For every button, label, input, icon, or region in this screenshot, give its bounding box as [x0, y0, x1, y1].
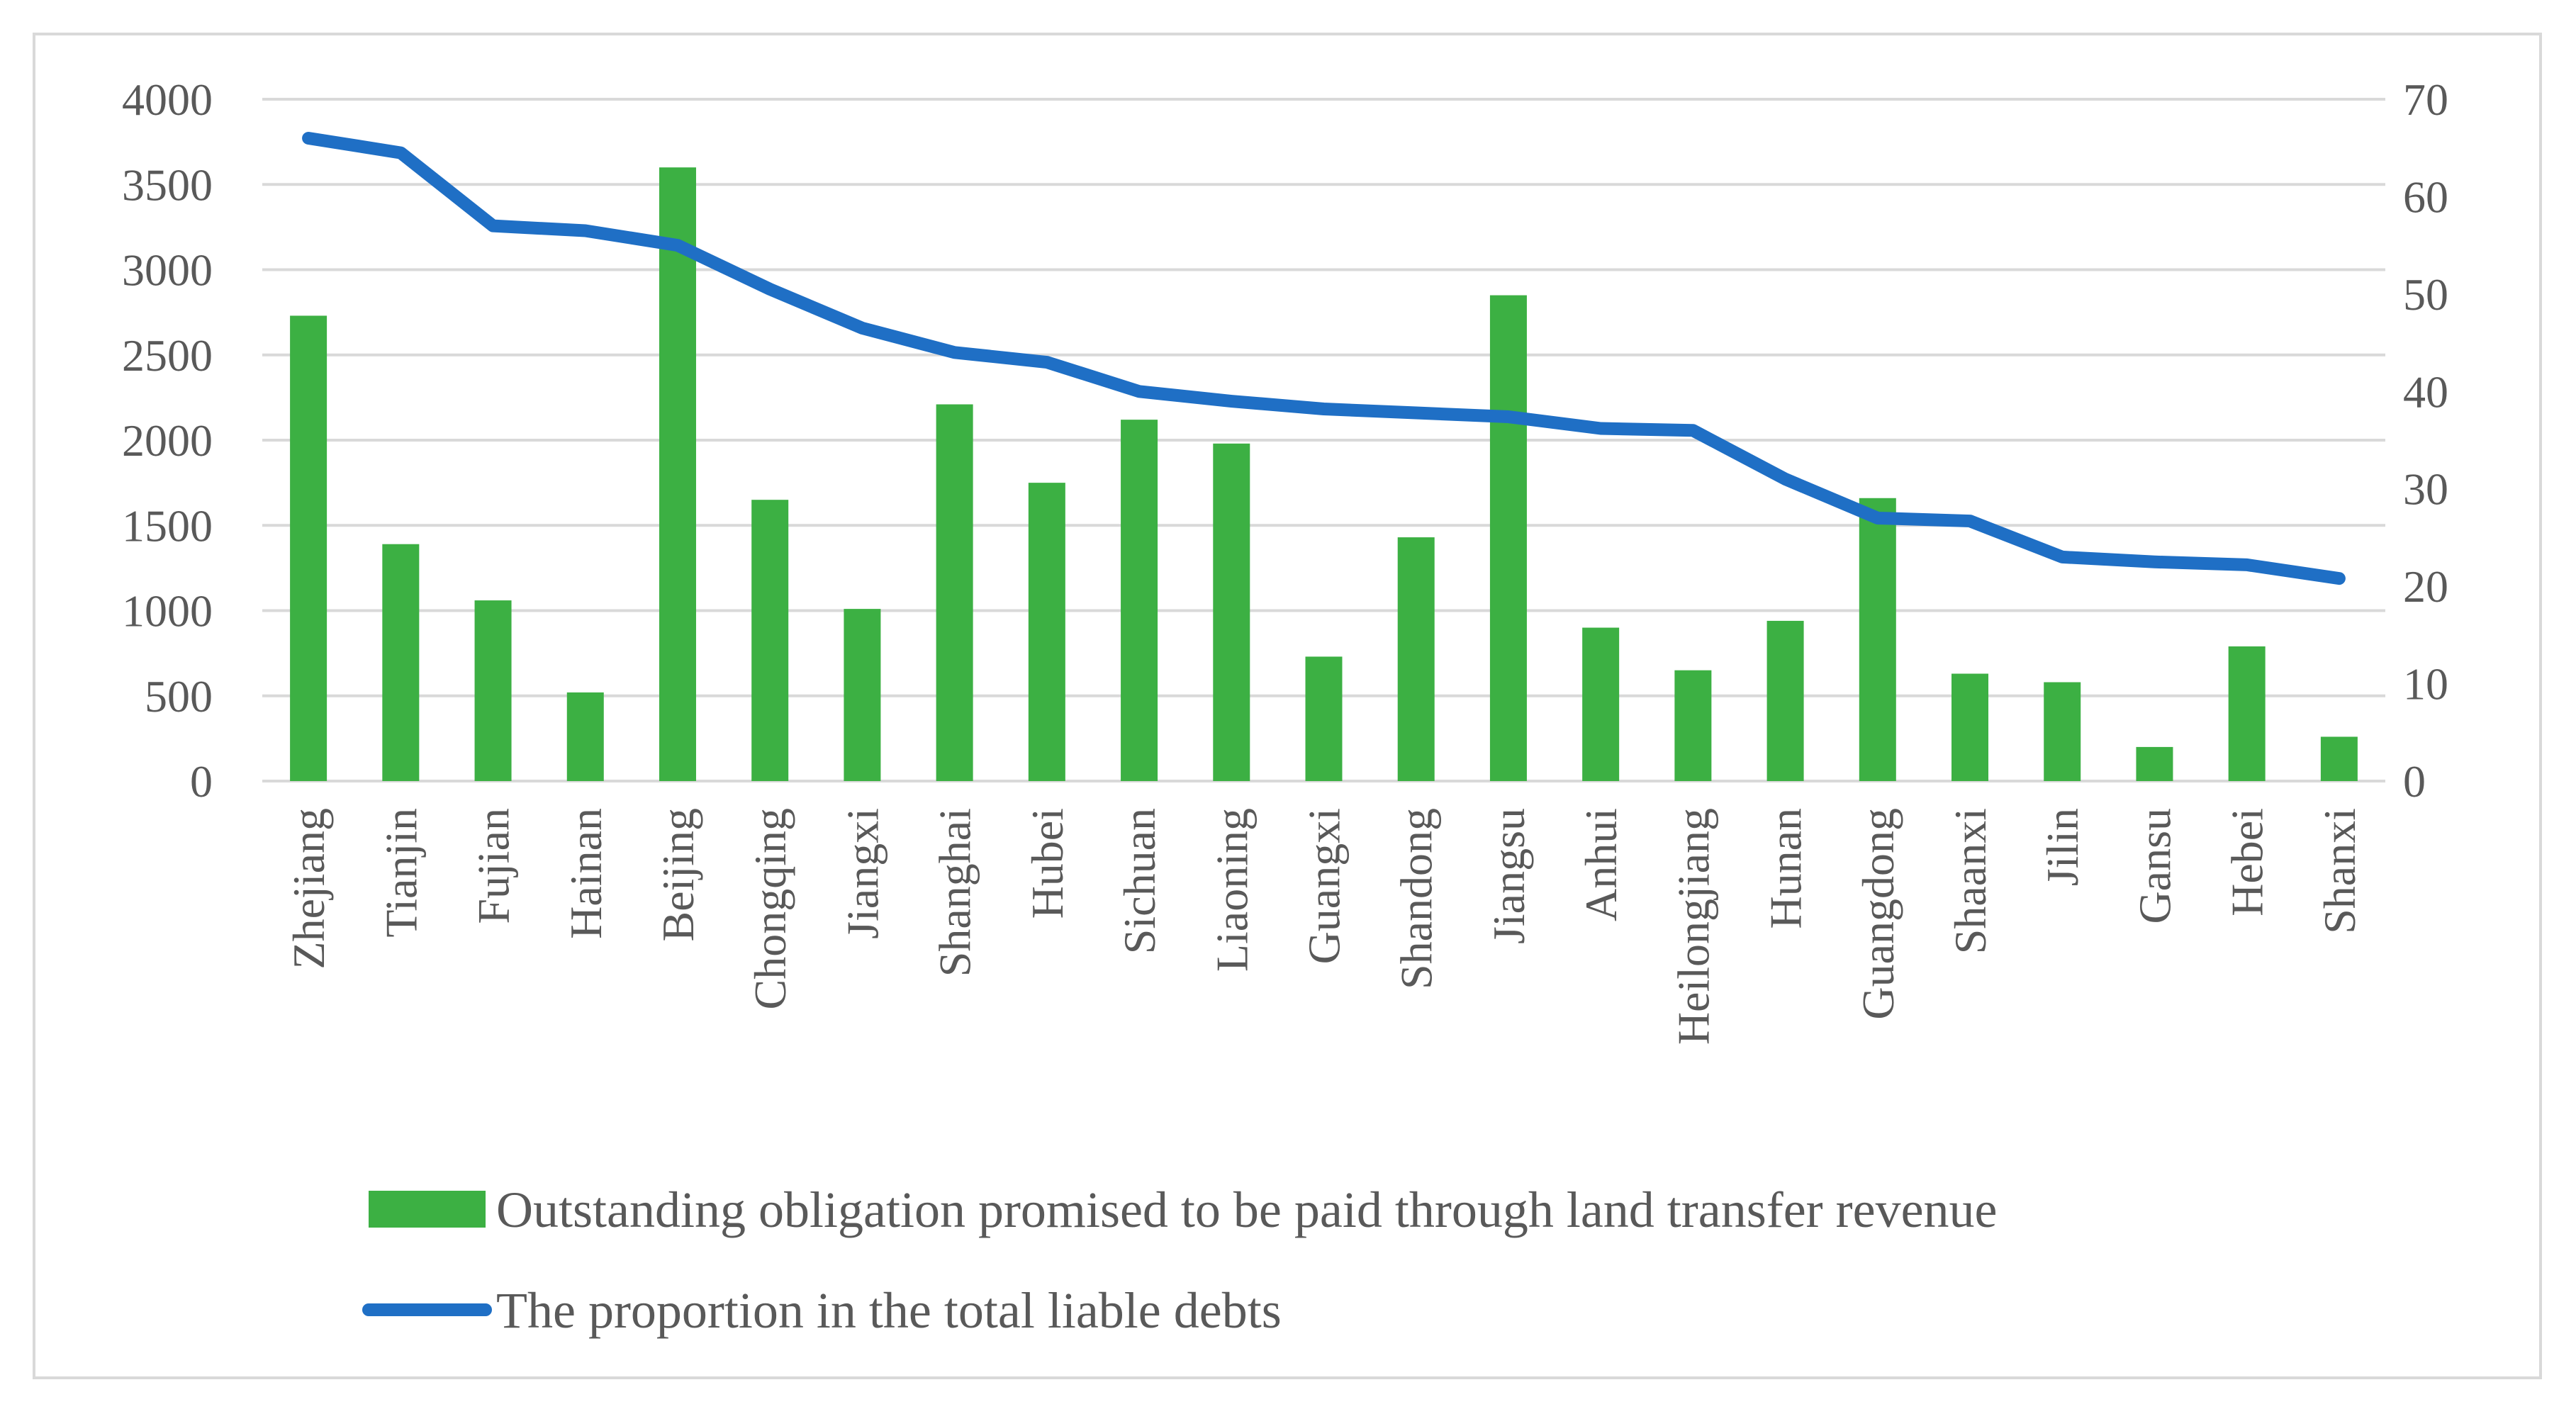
x-category-label: Shanxi	[2314, 808, 2365, 934]
x-category-label: Liaoning	[1206, 808, 1257, 972]
x-category-label: Shanghai	[930, 808, 980, 977]
right-tick-label: 20	[2403, 561, 2448, 612]
left-tick-label: 1000	[122, 586, 213, 636]
right-tick-label: 70	[2403, 74, 2448, 125]
x-category-label: Chongqing	[745, 808, 795, 1009]
right-tick-label: 60	[2403, 172, 2448, 222]
bar	[2228, 646, 2266, 781]
left-tick-label: 4000	[122, 74, 213, 125]
bar-series	[290, 167, 2358, 781]
bar	[1397, 537, 1435, 781]
x-category-label: Sichuan	[1114, 808, 1165, 954]
bar	[2044, 682, 2081, 781]
bar	[1028, 483, 1065, 781]
x-category-label: Beijing	[653, 808, 703, 941]
x-category-label: Shandong	[1391, 808, 1442, 989]
legend-line-label: The proportion in the total liable debts	[496, 1282, 1282, 1339]
x-category-label: Hainan	[561, 808, 611, 939]
x-category-label: Guangdong	[1853, 808, 1903, 1020]
x-axis: Zhejiang Tianjin Fujian Hainan Beijing Chongq…	[284, 808, 2365, 1045]
bar	[566, 692, 604, 781]
left-tick-label: 2000	[122, 415, 213, 466]
line-series	[302, 131, 2346, 585]
gridlines	[262, 98, 2385, 782]
x-category-label: Jiangsu	[1484, 808, 1534, 944]
x-category-label: Heilongjiang	[1668, 808, 1718, 1045]
bar	[1766, 620, 1804, 781]
right-tick-label: 10	[2403, 659, 2448, 709]
left-tick-label: 1500	[122, 500, 213, 551]
x-category-label: Hunan	[1761, 808, 1811, 929]
x-category-label: Hubei	[1022, 808, 1073, 919]
chart-frame	[33, 33, 2542, 1379]
left-tick-label: 3000	[122, 245, 213, 296]
x-category-label: Jiangxi	[837, 808, 887, 939]
bar	[1213, 443, 1250, 781]
x-category-label: Guangxi	[1299, 808, 1350, 964]
proportion-line	[302, 131, 2346, 585]
left-tick-label: 0	[190, 756, 213, 807]
bar	[659, 167, 696, 781]
x-category-label: Shaanxi	[1945, 808, 1995, 954]
right-tick-label: 0	[2403, 756, 2426, 807]
bar	[290, 315, 327, 781]
bar	[1582, 627, 1620, 781]
legend-bar-label: Outstanding obligation promised to be pa…	[496, 1182, 1998, 1238]
bar	[1859, 498, 1896, 781]
bar	[382, 544, 420, 781]
left-tick-label: 2500	[122, 330, 213, 381]
x-category-label: Tianjin	[376, 808, 426, 938]
bar	[2136, 746, 2173, 781]
legend: Outstanding obligation promised to be pa…	[362, 1182, 1998, 1339]
right-y-axis: 0 10 20 30 40 50 60 70	[2403, 74, 2448, 807]
left-tick-label: 3500	[122, 159, 213, 210]
x-category-label: Gansu	[2129, 808, 2180, 924]
x-category-label: Fujian	[469, 808, 519, 924]
bar	[1121, 420, 1158, 781]
bar	[936, 404, 973, 781]
left-tick-label: 500	[145, 671, 213, 722]
legend-bar-swatch	[369, 1191, 486, 1228]
bar	[844, 609, 881, 781]
bar	[2320, 736, 2358, 781]
bar	[1674, 670, 1712, 781]
bar	[1489, 295, 1527, 781]
left-y-axis: 0 500 1000 1500 2000 2500 3000 3500 4000	[122, 74, 213, 807]
right-tick-label: 50	[2403, 269, 2448, 320]
x-category-label: Anhui	[1576, 808, 1626, 921]
right-tick-label: 40	[2403, 366, 2448, 417]
x-category-label: Jilin	[2037, 808, 2088, 886]
bar	[1305, 656, 1343, 781]
right-tick-label: 30	[2403, 464, 2448, 515]
bar	[474, 600, 512, 781]
bar	[1951, 673, 1989, 781]
bar	[751, 500, 789, 781]
x-category-label: Hebei	[2222, 808, 2273, 916]
x-category-label: Zhejiang	[284, 808, 334, 969]
